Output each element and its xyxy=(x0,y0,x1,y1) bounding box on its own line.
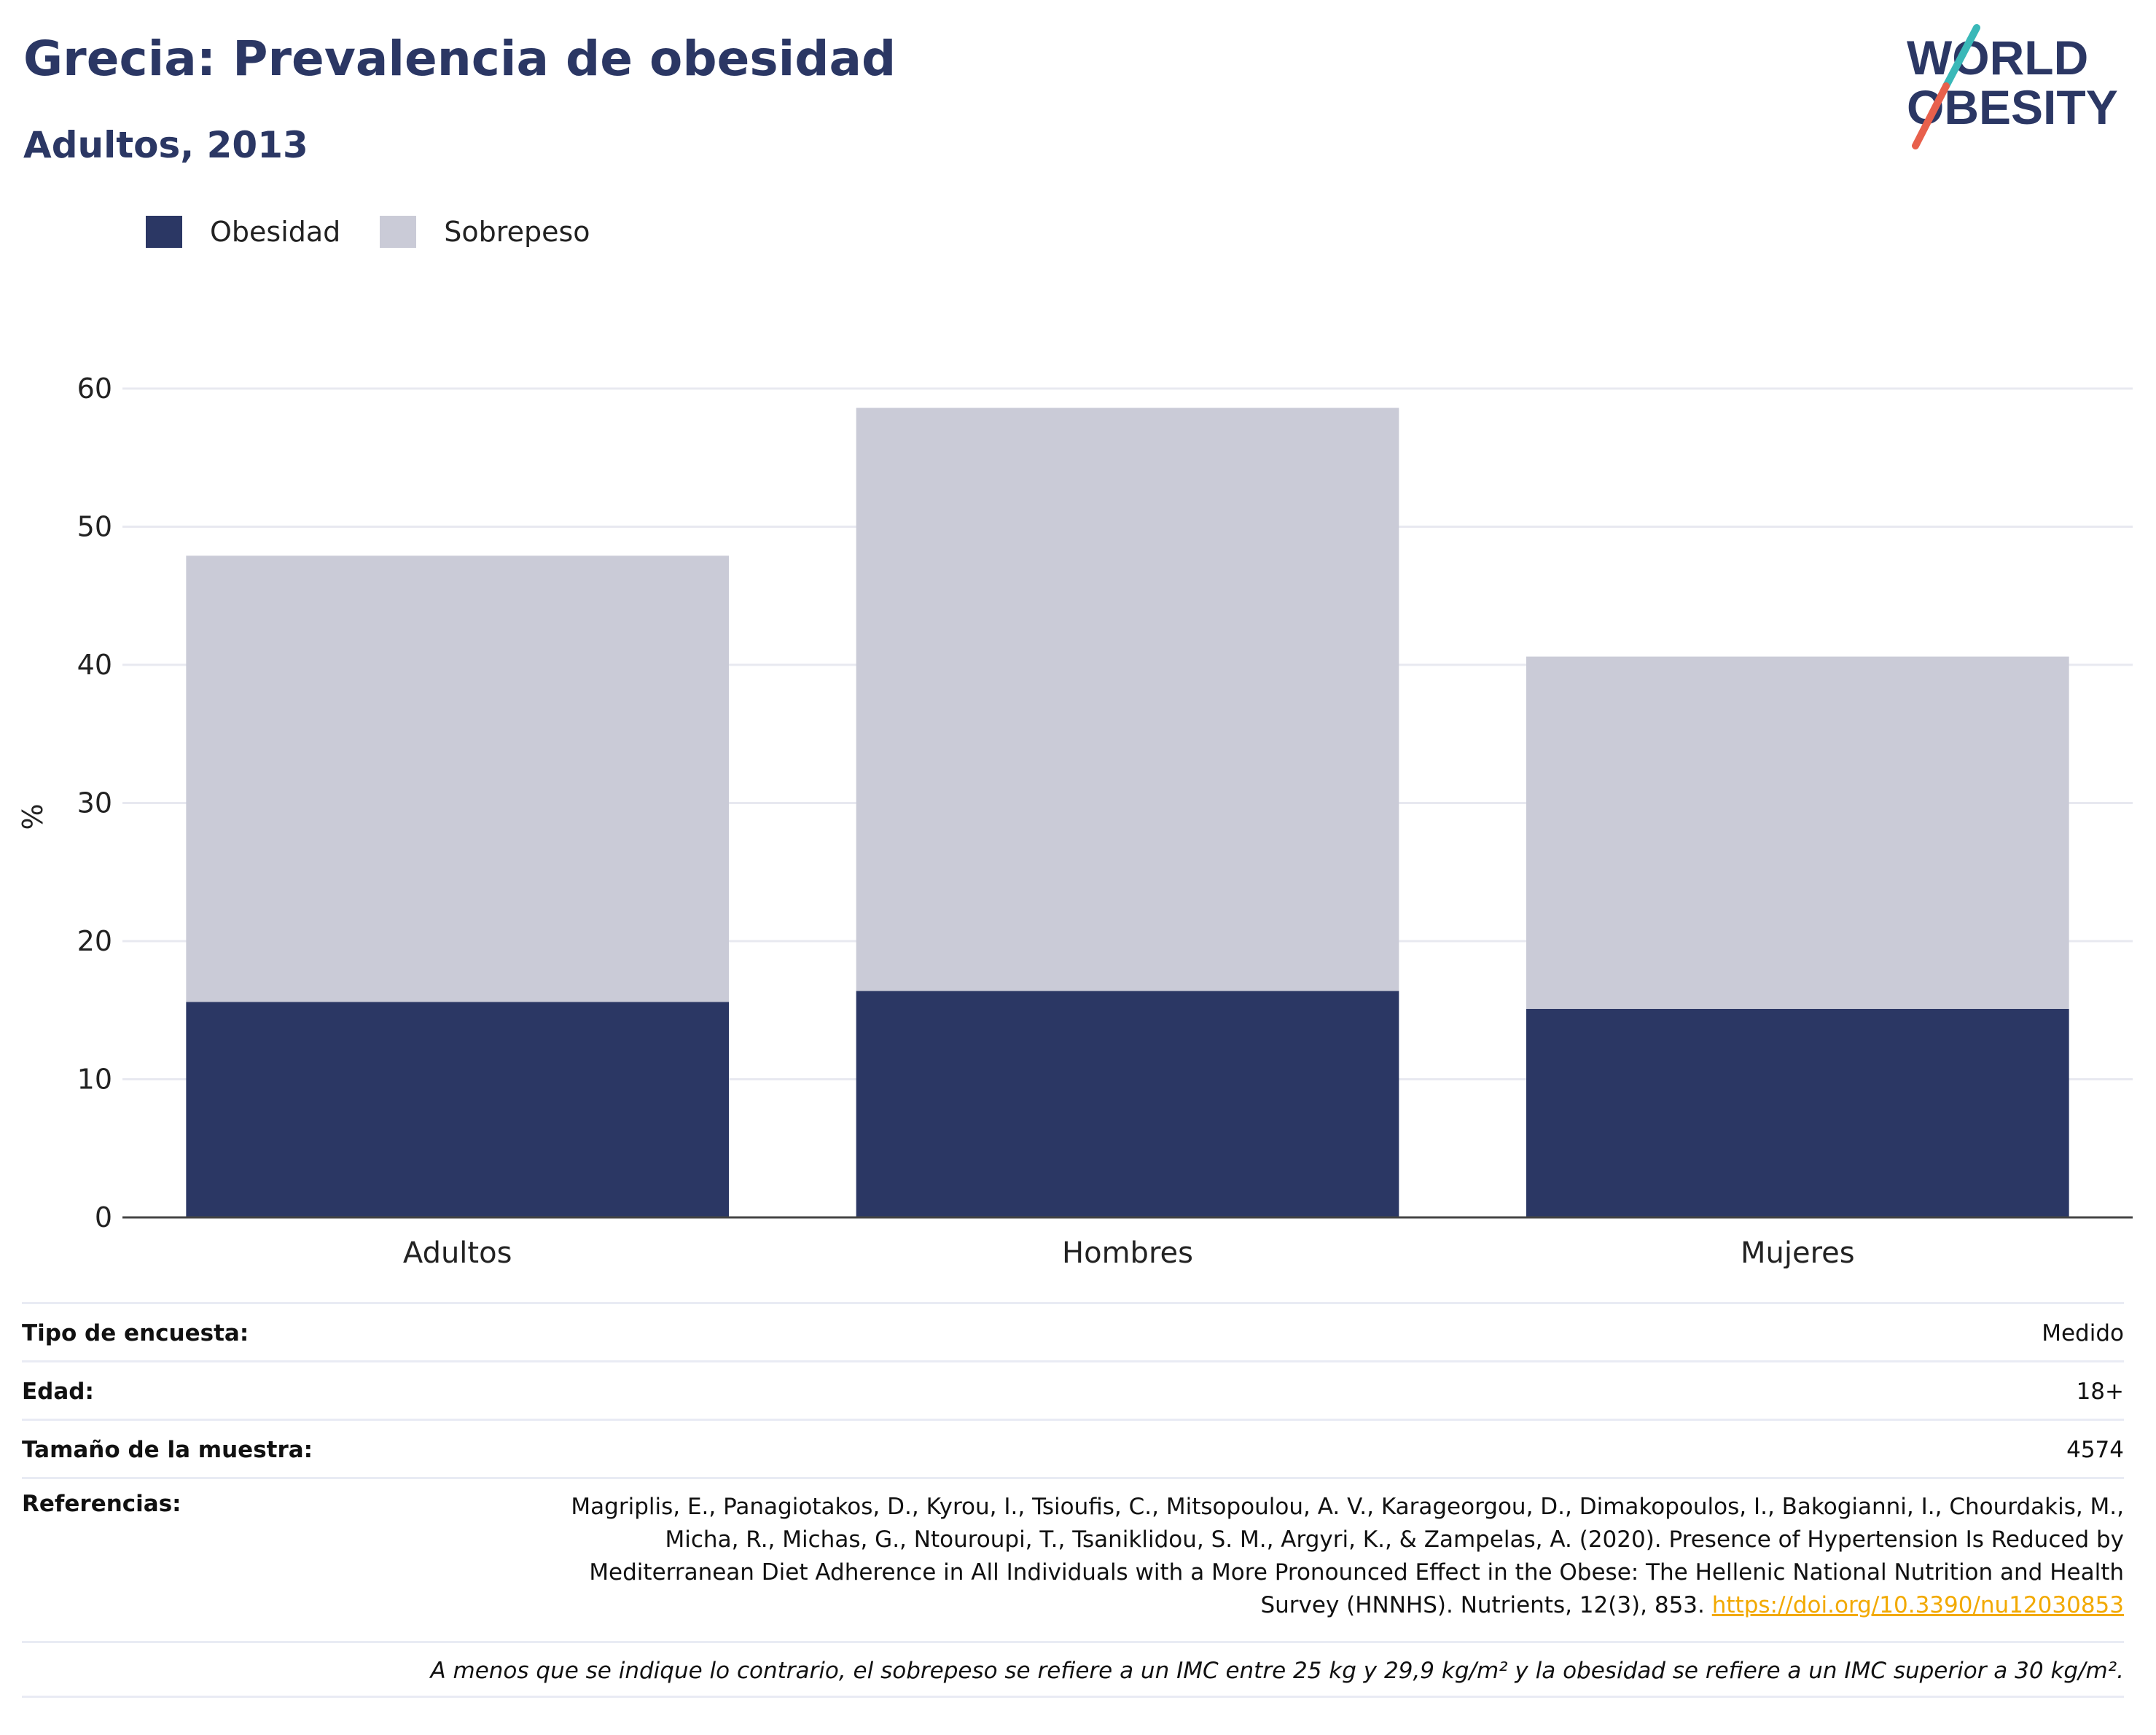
legend-label-sobrepeso: Sobrepeso xyxy=(444,216,590,248)
survey-type-value: Medido xyxy=(2042,1320,2124,1346)
y-tick-label-60: 60 xyxy=(77,373,112,405)
chart-subtitle: Adultos, 2013 xyxy=(23,124,308,166)
y-tick-label-10: 10 xyxy=(77,1064,112,1096)
logo-slash-top xyxy=(1942,24,1980,90)
chart-title: Grecia: Prevalencia de obesidad xyxy=(23,31,897,87)
legend-label-obesidad: Obesidad xyxy=(210,216,341,248)
world-obesity-logo: WORLD OBESITY xyxy=(1907,24,2118,149)
legend-item-sobrepeso[interactable]: Sobrepeso xyxy=(380,216,590,248)
y-tick-label-30: 30 xyxy=(77,787,112,819)
x-tick-label-mujeres: Mujeres xyxy=(1741,1236,1855,1268)
info-row-age: Edad: 18+ xyxy=(22,1360,2124,1419)
age-value: 18+ xyxy=(2076,1379,2124,1405)
legend-item-obesidad[interactable]: Obesidad xyxy=(146,216,340,248)
bar-sobrepeso-adultos xyxy=(186,555,729,1002)
age-label: Edad: xyxy=(22,1379,94,1405)
info-row-sample-size: Tamaño de la muestra: 4574 xyxy=(22,1419,2124,1477)
bar-obesidad-hombres xyxy=(856,991,1399,1217)
y-axis-title: % xyxy=(17,803,49,830)
references-label: Referencias: xyxy=(22,1491,181,1517)
sample-size-value: 4574 xyxy=(2066,1437,2124,1463)
logo-slash-bottom xyxy=(1912,82,1950,149)
info-row-survey-type: Tipo de encuesta: Medido xyxy=(22,1302,2124,1360)
y-tick-label-50: 50 xyxy=(77,511,112,543)
x-tick-label-adultos: Adultos xyxy=(403,1236,512,1268)
sample-size-label: Tamaño de la muestra: xyxy=(22,1437,313,1463)
survey-info-table: Tipo de encuesta: Medido Edad: 18+ Tamañ… xyxy=(22,1302,2124,1698)
y-tick-label-20: 20 xyxy=(77,925,112,957)
y-tick-label-40: 40 xyxy=(77,649,112,681)
bar-sobrepeso-hombres xyxy=(856,408,1399,991)
legend-swatch-obesidad xyxy=(146,216,182,248)
footnote: A menos que se indique lo contrario, el … xyxy=(22,1641,2124,1698)
logo-text-world: WORLD xyxy=(1907,31,2088,85)
legend-swatch-sobrepeso xyxy=(380,216,417,248)
references-value: Magriplis, E., Panagiotakos, D., Kyrou, … xyxy=(535,1491,2124,1622)
references-text: Magriplis, E., Panagiotakos, D., Kyrou, … xyxy=(571,1494,2124,1618)
bar-obesidad-adultos xyxy=(186,1002,729,1217)
references-doi-link[interactable]: https://doi.org/10.3390/nu12030853 xyxy=(1711,1592,2124,1618)
survey-type-label: Tipo de encuesta: xyxy=(22,1320,249,1346)
stacked-bar-chart: 0 10 20 30 40 50 60% Adultos Hombres Mujeres xyxy=(17,373,2133,1268)
info-row-references: Referencias: Magriplis, E., Panagiotakos… xyxy=(22,1477,2124,1641)
bar-sobrepeso-mujeres xyxy=(1526,656,2069,1009)
bar-obesidad-mujeres xyxy=(1526,1008,2069,1217)
chart-legend: Obesidad Sobrepeso xyxy=(146,216,630,248)
y-tick-label-0: 0 xyxy=(95,1201,112,1233)
x-tick-label-hombres: Hombres xyxy=(1062,1236,1193,1268)
